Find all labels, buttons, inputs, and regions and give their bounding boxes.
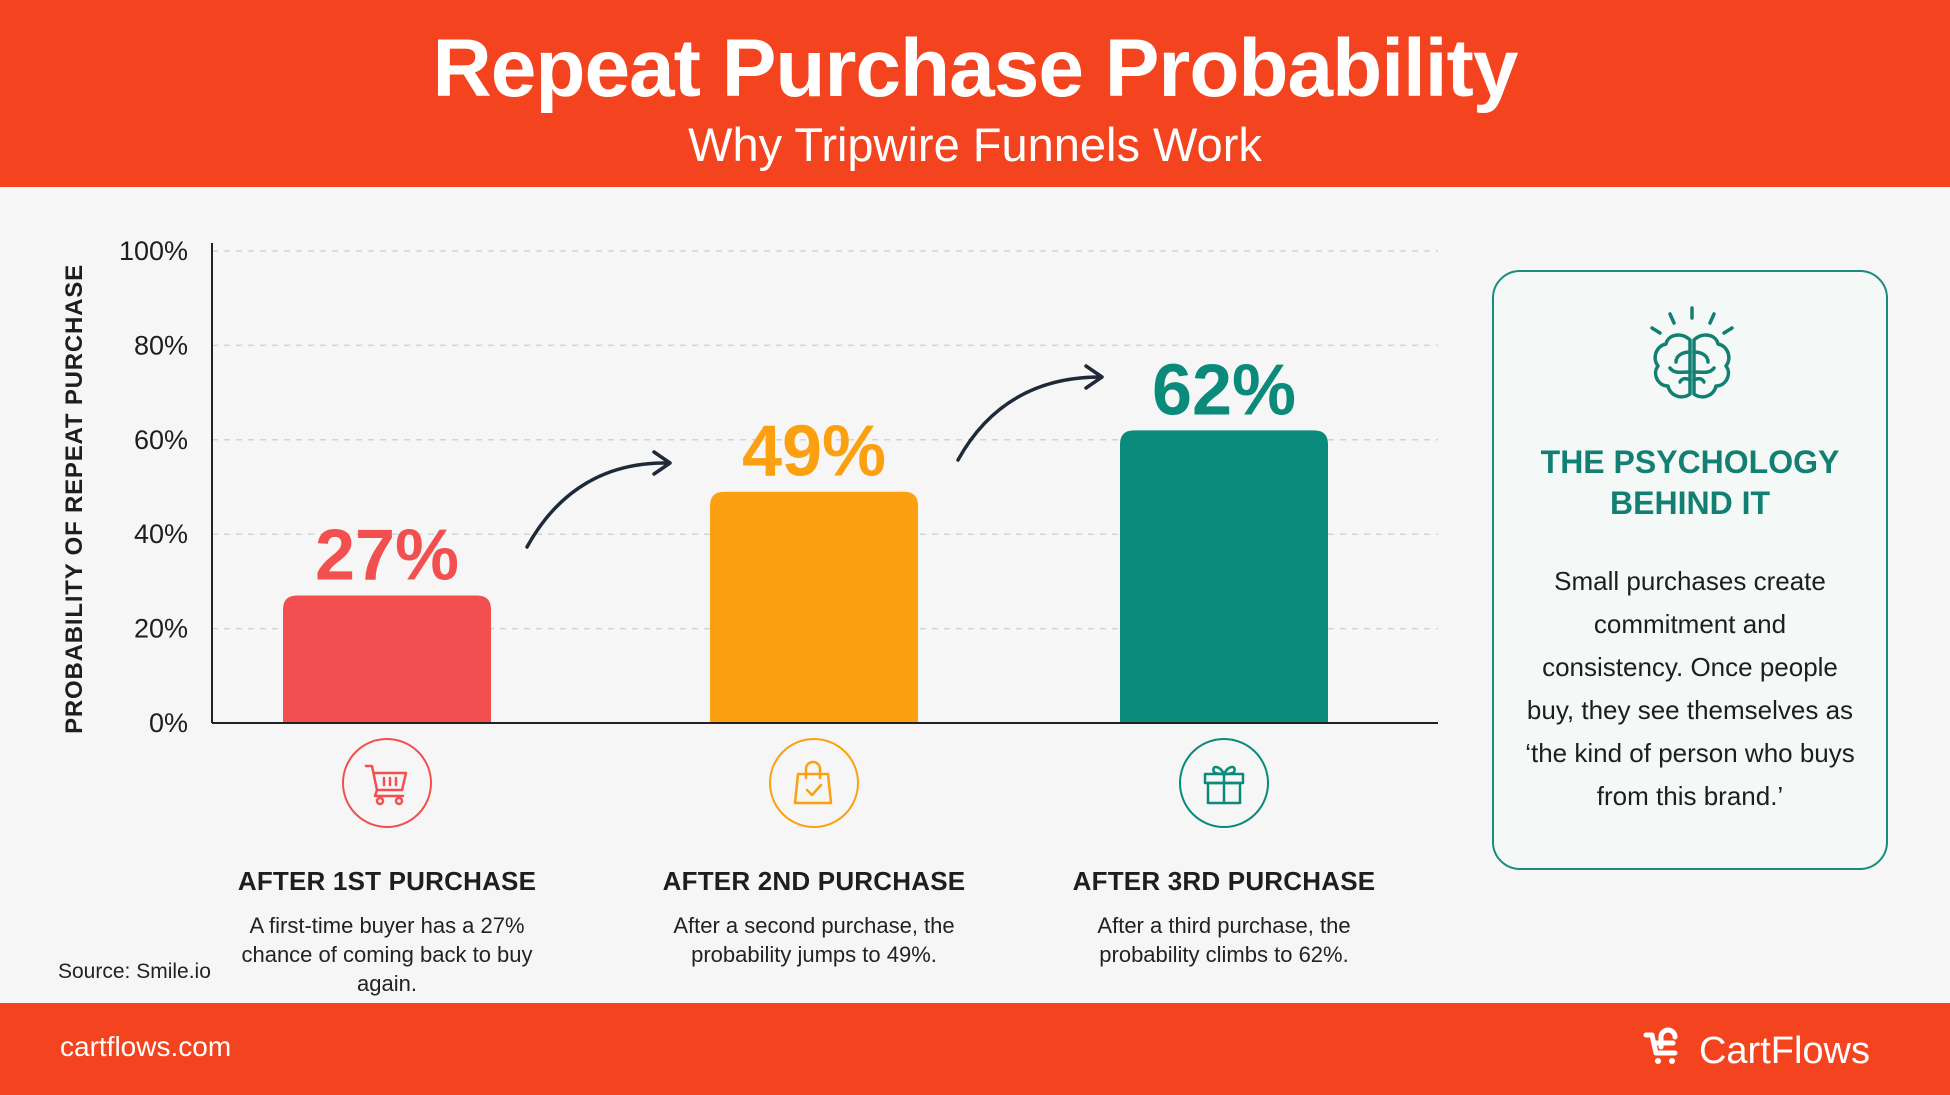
- y-tick-label: 80%: [134, 330, 188, 360]
- growth-arrow-2-head: [1084, 364, 1104, 390]
- bars: [283, 430, 1328, 723]
- category-title: AFTER 3RD PURCHASE: [1072, 866, 1376, 896]
- card-title: THE PSYCHOLOGY BEHIND IT: [1540, 444, 1840, 521]
- y-tick-label: 20%: [134, 614, 188, 644]
- page-subtitle: Why Tripwire Funnels Work: [688, 118, 1262, 171]
- growth-arrow-1-head: [652, 450, 672, 476]
- bar-2: [710, 491, 918, 723]
- psychology-card: THE PSYCHOLOGY BEHIND IT Small purchases…: [1492, 270, 1888, 870]
- category-description: A first-time buyer has a 27% chance of c…: [241, 913, 533, 996]
- y-tick-label: 0%: [149, 708, 188, 738]
- axes: [211, 243, 1438, 724]
- bar-value-label-2: 49%: [742, 412, 886, 492]
- brand-name: CartFlows: [1698, 1029, 1870, 1072]
- category-description: After a second purchase, the probability…: [673, 913, 955, 967]
- shopping-bag-check-icon: [769, 738, 859, 828]
- footer-site-link[interactable]: cartflows.com: [60, 1031, 232, 1062]
- bar-value-label-3: 62%: [1152, 350, 1296, 430]
- growth-arrow-1: [525, 461, 670, 549]
- source-note: Source: Smile.io: [58, 960, 211, 983]
- y-tick-label: 60%: [134, 425, 188, 455]
- shopping-cart-icon: [342, 738, 432, 828]
- growth-arrow-2: [956, 375, 1102, 462]
- y-tick-label: 100%: [119, 236, 188, 266]
- header: Repeat Purchase Probability Why Tripwire…: [0, 0, 1950, 187]
- card-body: Small purchases create commitment and co…: [1525, 566, 1855, 811]
- bar-1: [283, 595, 491, 723]
- growth-arrows: [525, 364, 1104, 549]
- bar-value-label-1: 27%: [315, 516, 459, 596]
- footer: cartflows.com CartFlows: [0, 1003, 1950, 1095]
- y-axis-label: PROBABILITY OF REPEAT PURCHASE: [61, 264, 88, 734]
- category-card-2nd-purchase: AFTER 2ND PURCHASE After a second purcha…: [634, 738, 994, 969]
- category-card-3rd-purchase: AFTER 3RD PURCHASE After a third purchas…: [1044, 738, 1404, 969]
- value-labels: 27% 49% 62%: [315, 350, 1296, 595]
- category-title: AFTER 2ND PURCHASE: [662, 866, 966, 896]
- page-title: Repeat Purchase Probability: [432, 23, 1519, 114]
- bar-chart: 27% 49% 62% 0% 20% 40% 60% 80% 100% PROBABILITY…: [61, 236, 1438, 738]
- cartflows-logo-icon: [1641, 1023, 1687, 1079]
- category-description: After a third purchase, the probability …: [1097, 913, 1351, 967]
- bar-3: [1120, 430, 1328, 723]
- category-title: AFTER 1ST PURCHASE: [237, 866, 537, 896]
- category-card-1st-purchase: AFTER 1ST PURCHASE A first-time buyer ha…: [207, 738, 567, 998]
- brain-icon: [1632, 302, 1752, 427]
- footer-brand: CartFlows: [1641, 1023, 1870, 1079]
- y-tick-label: 40%: [134, 519, 188, 549]
- y-tick-labels: 0% 20% 40% 60% 80% 100%: [119, 236, 188, 738]
- gift-icon: [1179, 738, 1269, 828]
